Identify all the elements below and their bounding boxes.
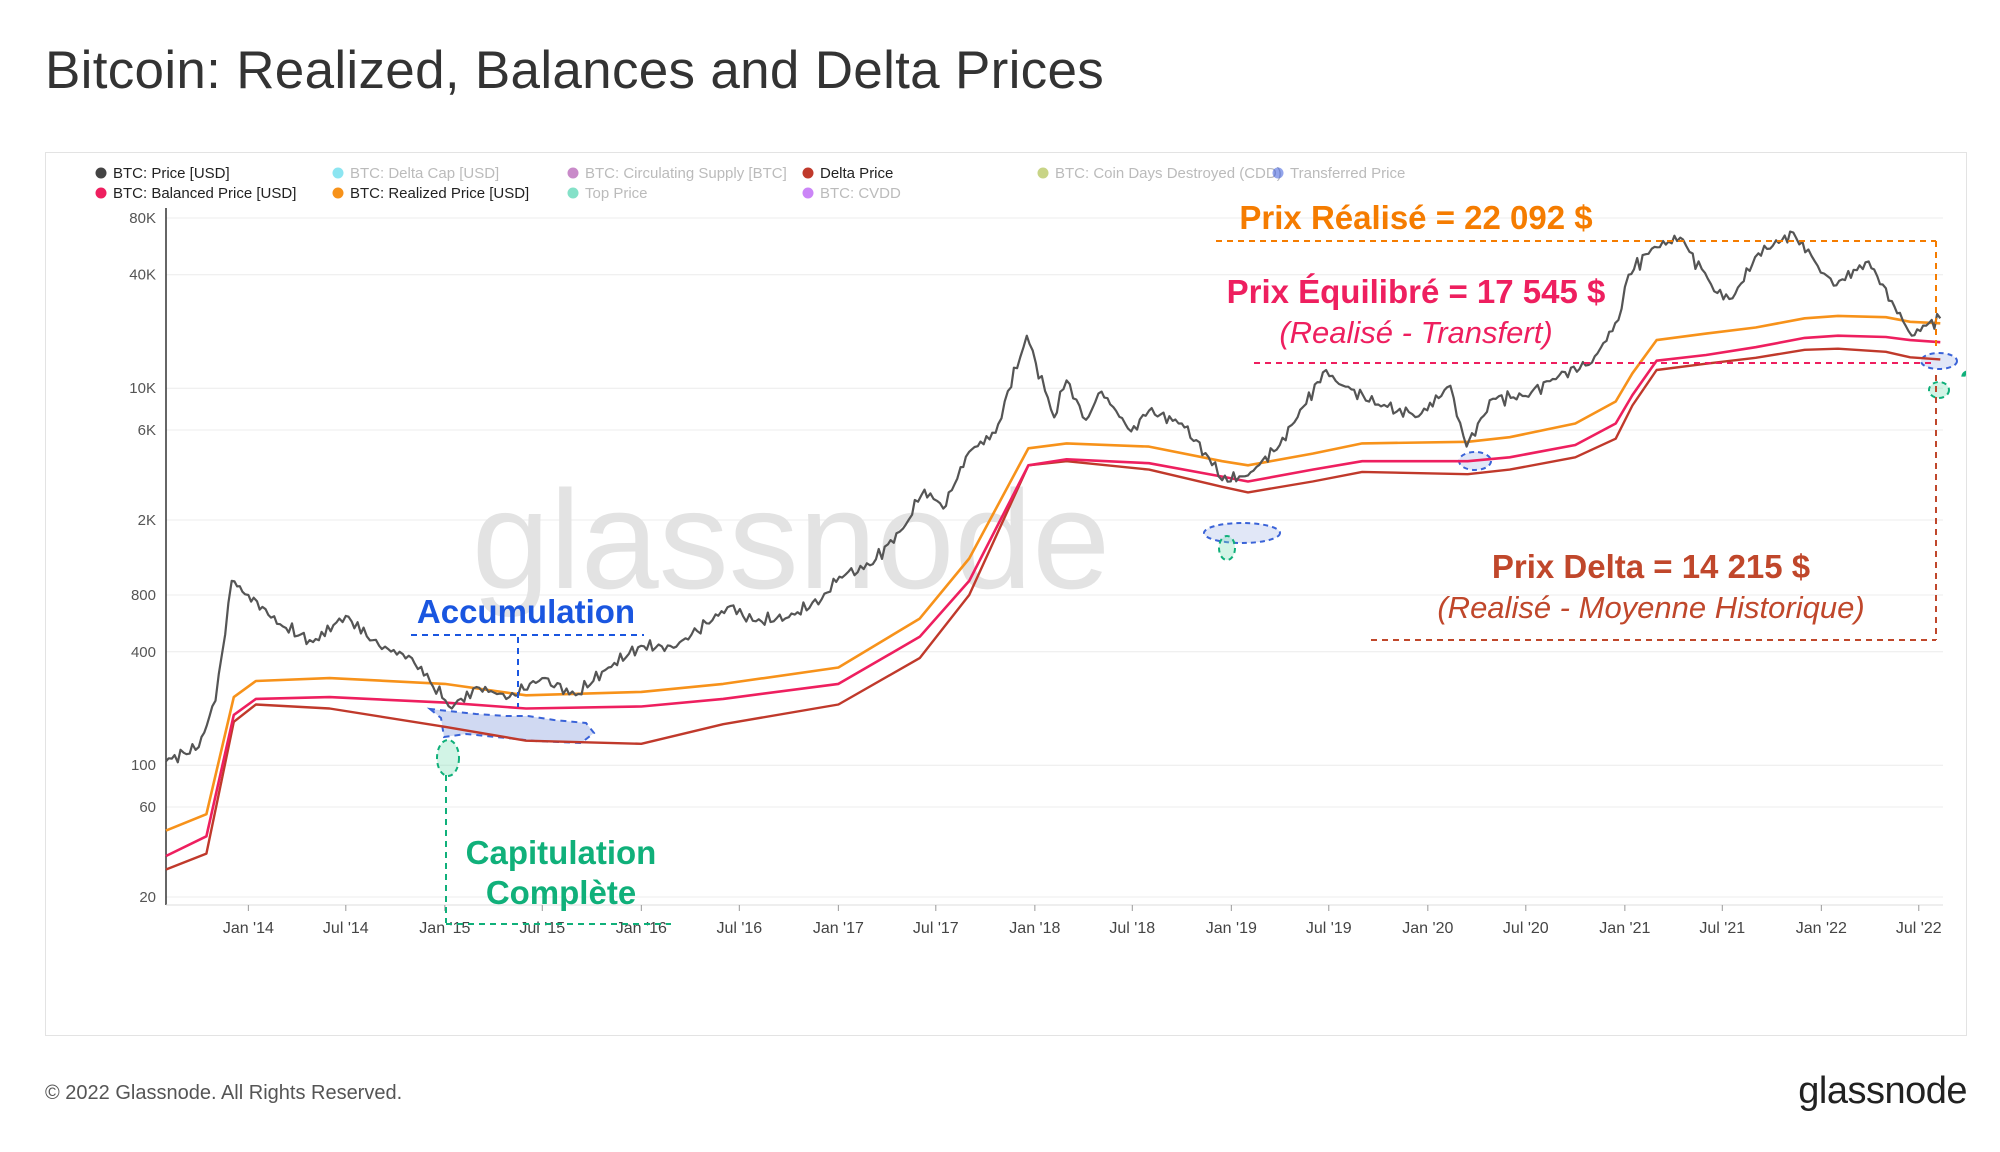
- x-tick-label: Jul '21: [1699, 920, 1745, 937]
- copyright-footer: © 2022 Glassnode. All Rights Reserved.: [45, 1082, 403, 1104]
- legend-item-label: BTC: CVDD: [820, 185, 901, 202]
- glassnode-logo: glassnode: [1798, 1070, 1967, 1112]
- legend-marker: [332, 187, 344, 199]
- realized-price-line: [165, 314, 1941, 832]
- accumulation-label: Accumulation: [417, 593, 635, 630]
- y-tick-label: 400: [131, 644, 156, 661]
- x-tick-label: Jul '18: [1109, 920, 1155, 937]
- legend-item-label: BTC: Delta Cap [USD]: [350, 165, 499, 182]
- capitulation-label-line1: Capitulation: [466, 834, 657, 871]
- legend-marker: [95, 187, 107, 199]
- watermark-text: glassnode: [472, 461, 1110, 618]
- chart-panel: glassnode 80K 40K 10K 6K 2K 800 400 100 60 20 Jan …: [45, 152, 1978, 1036]
- y-tick-label: 20: [139, 889, 156, 906]
- legend-item-label: BTC: Balanced Price [USD]: [113, 185, 296, 202]
- y-tick-label: 6K: [138, 422, 156, 439]
- x-tick-label: Jul '17: [913, 920, 959, 937]
- x-tick-label: Jul '15: [519, 920, 565, 937]
- capitulation-point-2015: [436, 739, 460, 777]
- delta-price-sublabel: (Realisé - Moyenne Historique): [1437, 590, 1864, 625]
- legend-item-label: Delta Price: [820, 165, 893, 182]
- x-tick-label: Jul '22: [1896, 920, 1942, 937]
- legend-marker: [1037, 167, 1049, 179]
- balanced-price-sublabel: (Realisé - Transfert): [1279, 315, 1552, 350]
- legend-item-label: BTC: Realized Price [USD]: [350, 185, 529, 202]
- legend-item-label: Top Price: [585, 185, 648, 202]
- realized-price-label: Prix Réalisé = 22 092 $: [1239, 199, 1592, 236]
- x-tick-label: Jan '15: [419, 920, 470, 937]
- x-tick-label: Jan '16: [616, 920, 667, 937]
- capitulation-point-2018: [1218, 535, 1236, 561]
- x-tick-label: Jan '20: [1402, 920, 1453, 937]
- x-tick-label: Jan '22: [1796, 920, 1847, 937]
- x-tick-label: Jul '14: [323, 920, 369, 937]
- accumulation-zone-2022: [1920, 352, 1958, 370]
- legend-marker: [567, 187, 579, 199]
- x-tick-label: Jan '14: [223, 920, 274, 937]
- balanced-price-label: Prix Équilibré = 17 545 $: [1227, 273, 1606, 310]
- delta-price-line: [165, 347, 1941, 871]
- y-tick-label: 2K: [138, 512, 156, 529]
- legend-item-label: BTC: Coin Days Destroyed (CDD): [1055, 165, 1282, 182]
- price-series-line: [165, 230, 1942, 764]
- legend-marker: [567, 167, 579, 179]
- capitulation-point-2022: [1928, 381, 1950, 399]
- x-tick-label: Jan '19: [1206, 920, 1257, 937]
- y-tick-label: 80K: [129, 210, 156, 227]
- y-tick-label: 10K: [129, 380, 156, 397]
- x-tick-label: Jul '19: [1306, 920, 1352, 937]
- legend-item-label: Transferred Price: [1290, 165, 1405, 182]
- y-tick-label: 40K: [129, 267, 156, 284]
- accumulation-zone-2018: [1203, 522, 1281, 544]
- x-tick-label: Jul '20: [1503, 920, 1549, 937]
- y-tick-label: 60: [139, 799, 156, 816]
- delta-price-label: Prix Delta = 14 215 $: [1492, 548, 1810, 585]
- question-mark-label: ?: [1960, 365, 1966, 398]
- legend-marker: [802, 187, 814, 199]
- legend-marker: [95, 167, 107, 179]
- x-tick-label: Jul '16: [716, 920, 762, 937]
- legend-marker: [1272, 167, 1284, 179]
- y-tick-label: 800: [131, 587, 156, 604]
- y-tick-label: 100: [131, 757, 156, 774]
- capitulation-label-line2: Complète: [486, 874, 636, 911]
- legend-item-label: BTC: Price [USD]: [113, 165, 230, 182]
- x-tick-label: Jan '17: [813, 920, 864, 937]
- x-tick-label: Jan '18: [1009, 920, 1060, 937]
- legend-item-label: BTC: Circulating Supply [BTC]: [585, 165, 787, 182]
- legend-marker: [332, 167, 344, 179]
- page-title: Bitcoin: Realized, Balances and Delta Pr…: [45, 41, 1105, 100]
- accumulation-zone-2015: [426, 707, 596, 745]
- x-tick-label: Jan '21: [1599, 920, 1650, 937]
- legend-marker: [802, 167, 814, 179]
- chart-svg: glassnode 80K 40K 10K 6K 2K 800 400 100 60 20 Jan …: [95, 165, 1978, 937]
